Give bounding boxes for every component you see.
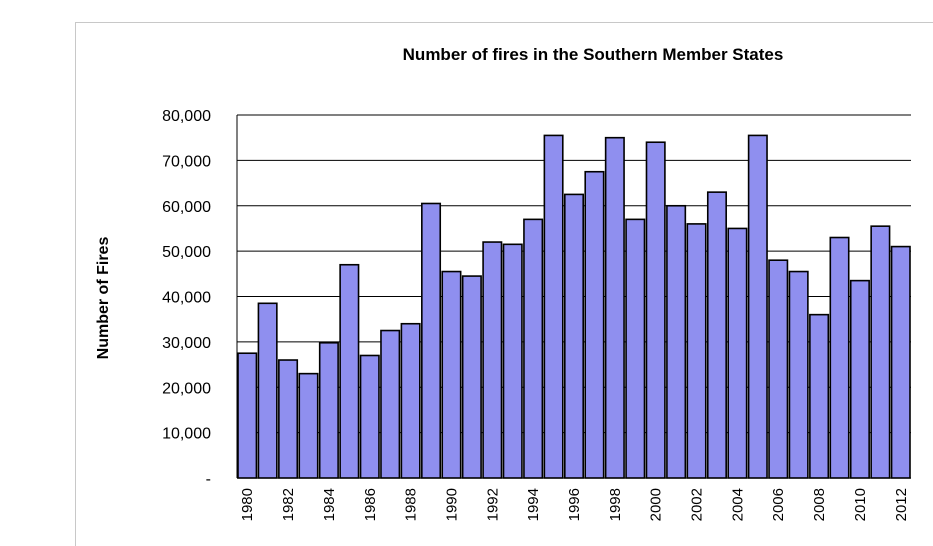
x-tick-label: 1980 — [239, 488, 256, 521]
bar-1983 — [298, 372, 319, 479]
y-tick-label: 20,000 — [162, 380, 211, 397]
x-tick-label: 1998 — [607, 488, 624, 521]
x-tick-label: 1982 — [280, 488, 297, 521]
x-tick-label: 1996 — [566, 488, 583, 521]
bar-1997 — [584, 170, 605, 479]
bar-1998 — [604, 136, 625, 479]
bar-1984 — [318, 341, 339, 479]
bars — [237, 134, 911, 479]
y-axis-ticks: - 10,000 20,000 30,000 40,000 50,000 60,000 70,… — [162, 108, 211, 488]
y-tick-label: 40,000 — [162, 290, 211, 307]
bar-2003 — [706, 191, 727, 479]
x-tick-label: 1986 — [362, 488, 379, 521]
x-tick-label: 1988 — [403, 488, 420, 521]
y-tick-label: 10,000 — [162, 426, 211, 443]
x-tick-label: 1990 — [443, 488, 460, 521]
bar-2006 — [768, 259, 789, 479]
y-tick-label: 80,000 — [162, 108, 211, 125]
x-axis-ticks: 1980 1982 1984 1986 1988 1990 1992 1994 1996 1998… — [239, 488, 910, 521]
bar-1988 — [400, 322, 421, 479]
bar-2011 — [870, 225, 891, 479]
bar-2002 — [686, 223, 707, 479]
bar-1987 — [380, 329, 401, 479]
bar-1980 — [237, 352, 258, 479]
bar-1985 — [339, 263, 360, 479]
x-tick-label: 2008 — [811, 488, 828, 521]
y-tick-label: 70,000 — [162, 153, 211, 170]
y-tick-label: 30,000 — [162, 335, 211, 352]
bar-2010 — [849, 279, 870, 479]
y-axis-label: Number of Fires — [95, 237, 112, 360]
y-tick-label: 50,000 — [162, 244, 211, 261]
bar-1982 — [278, 359, 299, 479]
bar-1992 — [482, 241, 503, 479]
bar-2001 — [666, 204, 687, 479]
bar-2009 — [829, 236, 850, 479]
bar-2012 — [890, 245, 911, 479]
x-tick-label: 2002 — [689, 488, 706, 521]
bar-1996 — [563, 193, 585, 479]
x-tick-label: 1994 — [525, 488, 542, 521]
bar-2008 — [809, 313, 830, 479]
bar-1981 — [257, 302, 278, 479]
bar-1993 — [502, 243, 523, 479]
x-tick-label: 1992 — [484, 488, 501, 521]
bar-1991 — [461, 275, 482, 479]
bar-1990 — [441, 270, 462, 479]
bar-1989 — [421, 202, 442, 479]
x-tick-label: 2006 — [770, 488, 787, 521]
bar-1999 — [625, 218, 646, 479]
y-tick-label: - — [206, 471, 211, 488]
bar-2007 — [788, 270, 809, 479]
x-tick-label: 2012 — [893, 488, 910, 521]
x-tick-label: 2004 — [729, 488, 746, 521]
bar-1994 — [523, 218, 544, 479]
bar-2000 — [645, 141, 666, 479]
bar-1995 — [543, 134, 564, 479]
y-tick-label: 60,000 — [162, 199, 211, 216]
bar-2004 — [727, 227, 748, 479]
bar-1986 — [359, 354, 380, 479]
chart-title: Number of fires in the Southern Member S… — [403, 45, 784, 64]
bar-2005 — [747, 134, 768, 479]
x-tick-label: 1984 — [321, 488, 338, 521]
x-tick-label: 2010 — [852, 488, 869, 521]
x-tick-label: 2000 — [648, 488, 665, 521]
